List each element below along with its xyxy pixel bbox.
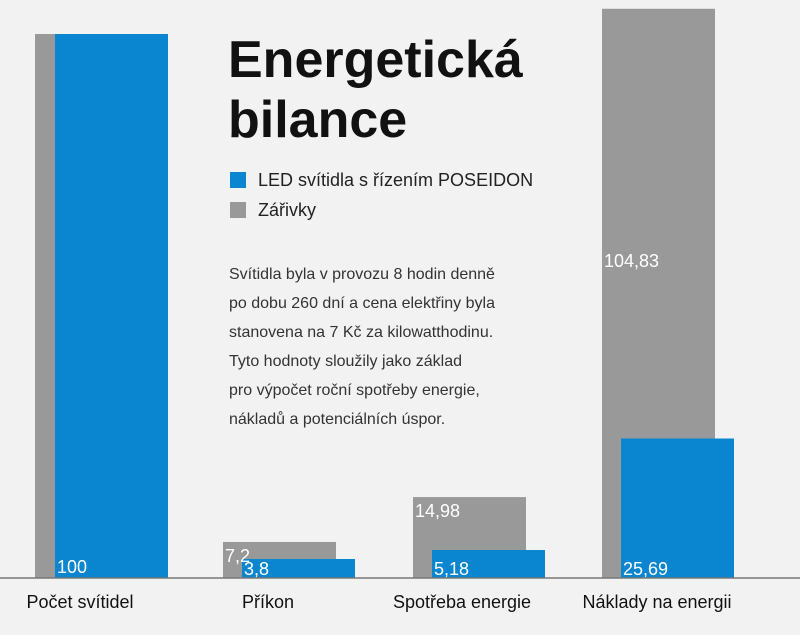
category-label: Náklady na energii — [582, 592, 731, 612]
legend-swatch-led — [230, 172, 246, 188]
note-line: Svítidla byla v provozu 8 hodin denně — [229, 266, 495, 283]
chart-title: Energetická bilance — [228, 30, 568, 150]
bar-led — [621, 438, 734, 578]
category-label: Spotřeba energie — [393, 592, 531, 612]
legend-label-led: LED svítidla s řízením POSEIDON — [258, 169, 534, 190]
value-label-zarivky: 7,2 — [225, 546, 250, 566]
legend: LED svítidla s řízením POSEIDON Zářivky — [230, 165, 533, 225]
category-labels-group: Počet svítidel Příkon Spotřeba energie Nákl… — [26, 592, 731, 612]
note-line: Tyto hodnoty sloužily jako základ — [229, 353, 463, 370]
legend-item-led: LED svítidla s řízením POSEIDON — [230, 165, 533, 195]
legend-item-fluorescent: Zářivky — [230, 195, 533, 225]
note-line: po dobu 260 dní a cena elektřiny byla — [229, 295, 495, 312]
value-label-zarivky: 14,98 — [415, 501, 460, 521]
bar-led — [55, 34, 168, 578]
value-label-led: 3,8 — [244, 559, 269, 579]
value-label-led: 100 — [57, 557, 87, 577]
chart-title-line-1: Energetická — [228, 31, 523, 89]
legend-label-fluorescent: Zářivky — [258, 199, 316, 220]
chart-title-line-2: bilance — [228, 91, 408, 149]
category-label: Počet svítidel — [26, 592, 133, 612]
note-line: pro výpočet roční spotřeby energie, — [229, 382, 480, 399]
note-line: stanovena na 7 Kč za kilowatthodinu. — [229, 324, 494, 341]
category-label: Příkon — [242, 592, 294, 612]
value-label-zarivky: 104,83 — [604, 251, 659, 271]
note-line: nákladů a potenciálních úspor. — [229, 411, 446, 428]
bar-led — [242, 559, 355, 578]
methodology-note: Svítidla byla v provozu 8 hodin denně po… — [229, 260, 569, 434]
bar-led — [432, 550, 545, 578]
value-labels-group: 100 7,23,8 14,98 5,18 104,83 25,69 — [57, 251, 668, 579]
bars-group — [35, 8, 734, 579]
value-label-led: 5,18 — [434, 559, 469, 579]
value-label-led: 25,69 — [623, 559, 668, 579]
legend-swatch-fluorescent — [230, 202, 246, 218]
